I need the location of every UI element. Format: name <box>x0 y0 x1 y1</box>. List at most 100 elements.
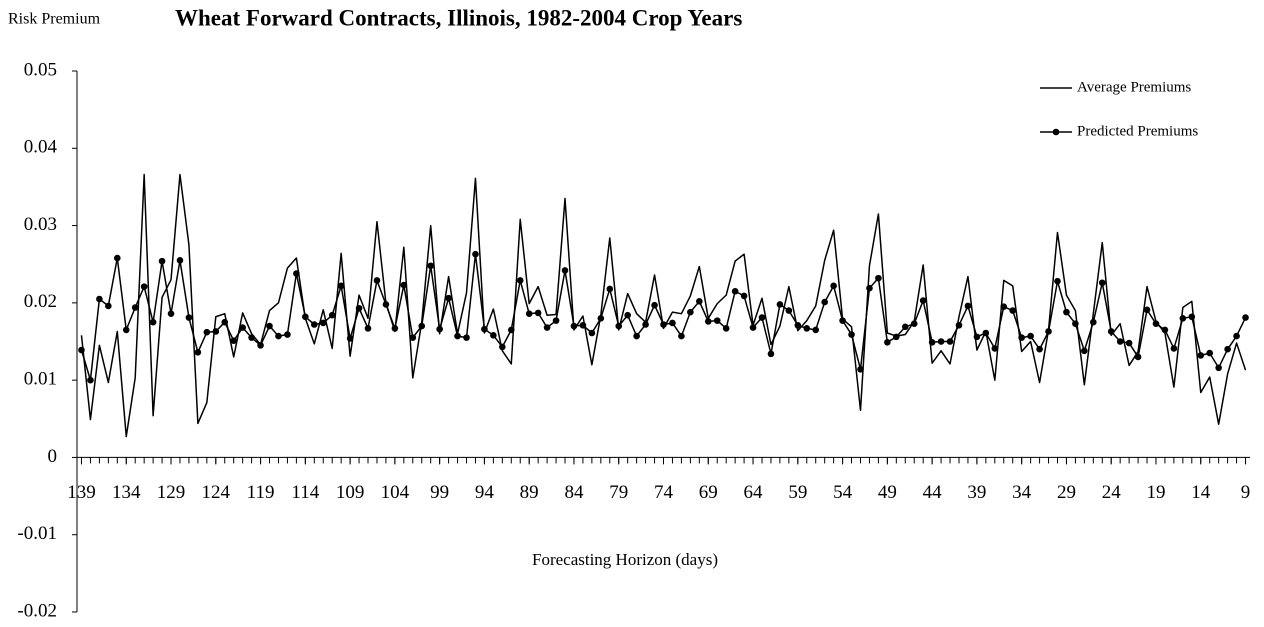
point <box>534 309 542 317</box>
point <box>875 274 882 282</box>
point <box>615 322 623 330</box>
point <box>436 325 443 333</box>
point <box>391 325 399 332</box>
point <box>490 332 497 339</box>
x-tick-label: 114 <box>291 482 319 503</box>
point <box>212 328 220 335</box>
x-tick-label: 9 <box>1241 482 1251 503</box>
x-tick-label: 39 <box>967 482 986 503</box>
point <box>427 262 434 270</box>
x-tick-label: 69 <box>699 482 718 503</box>
point <box>1134 353 1142 361</box>
point <box>1000 303 1008 311</box>
point <box>687 308 694 316</box>
point <box>400 281 408 289</box>
point <box>1009 307 1017 314</box>
point <box>848 331 855 338</box>
point <box>722 325 730 332</box>
point <box>284 331 291 338</box>
point <box>1054 277 1061 285</box>
point <box>749 324 757 331</box>
x-tick-label: 24 <box>1102 482 1122 503</box>
series-line <box>80 253 1247 381</box>
point <box>758 314 766 321</box>
point <box>1090 318 1097 326</box>
point <box>588 329 596 337</box>
point <box>1107 328 1115 335</box>
point <box>1125 339 1133 347</box>
point <box>319 319 327 327</box>
point <box>472 250 479 258</box>
point <box>1152 320 1160 328</box>
point <box>1161 326 1169 334</box>
x-axis-label: Forecasting Horizon (days) <box>532 550 718 569</box>
point <box>893 333 900 341</box>
point <box>194 349 202 356</box>
x-tick-label: 14 <box>1191 482 1211 503</box>
point <box>1063 308 1070 316</box>
point <box>454 332 461 340</box>
point <box>418 322 426 330</box>
x-tick-label: 134 <box>112 482 141 503</box>
point <box>937 338 945 345</box>
point <box>1224 345 1231 353</box>
point <box>919 297 927 304</box>
point <box>293 270 300 277</box>
point <box>624 311 631 319</box>
x-tick-label: 129 <box>157 482 186 503</box>
x-tick-label: 104 <box>381 482 410 503</box>
point <box>113 254 121 262</box>
point <box>794 321 802 329</box>
point <box>561 267 569 274</box>
point <box>830 282 837 290</box>
point <box>839 317 846 324</box>
x-tick-label: 99 <box>430 482 449 503</box>
point <box>1036 345 1043 353</box>
point <box>221 318 229 326</box>
point <box>185 314 193 321</box>
point <box>579 321 587 329</box>
point <box>382 301 390 308</box>
point <box>328 311 336 319</box>
x-tick-label: 44 <box>923 482 943 503</box>
point <box>964 302 972 310</box>
point <box>1242 314 1249 321</box>
point <box>257 342 264 349</box>
point <box>78 346 85 354</box>
point <box>239 324 246 331</box>
point <box>1143 306 1151 314</box>
point <box>87 376 94 384</box>
point <box>812 326 820 334</box>
point <box>355 304 363 312</box>
legend-label: Predicted Premiums <box>1077 123 1198 139</box>
x-tick-label: 94 <box>475 482 495 503</box>
point <box>176 257 184 264</box>
point <box>516 277 524 284</box>
point <box>713 317 721 324</box>
y-tick-label: 0.03 <box>24 214 57 235</box>
point <box>1188 313 1196 321</box>
point <box>105 302 112 310</box>
legend-marker <box>1052 128 1060 136</box>
x-tick-label: 54 <box>833 482 853 503</box>
point <box>1170 345 1178 352</box>
point <box>1197 352 1205 359</box>
y-axis-label: Risk Premium <box>8 11 101 28</box>
point <box>704 318 712 325</box>
point <box>1233 332 1240 340</box>
point <box>507 326 515 334</box>
point <box>122 326 130 334</box>
point <box>884 338 891 346</box>
point <box>131 304 139 311</box>
point <box>767 350 775 358</box>
point <box>543 324 551 331</box>
point <box>1215 364 1222 372</box>
point <box>1098 279 1106 287</box>
point <box>1179 315 1187 322</box>
point <box>140 283 148 290</box>
point <box>1206 349 1214 357</box>
series-line <box>80 173 1247 438</box>
point <box>1072 320 1079 328</box>
point <box>266 322 273 330</box>
